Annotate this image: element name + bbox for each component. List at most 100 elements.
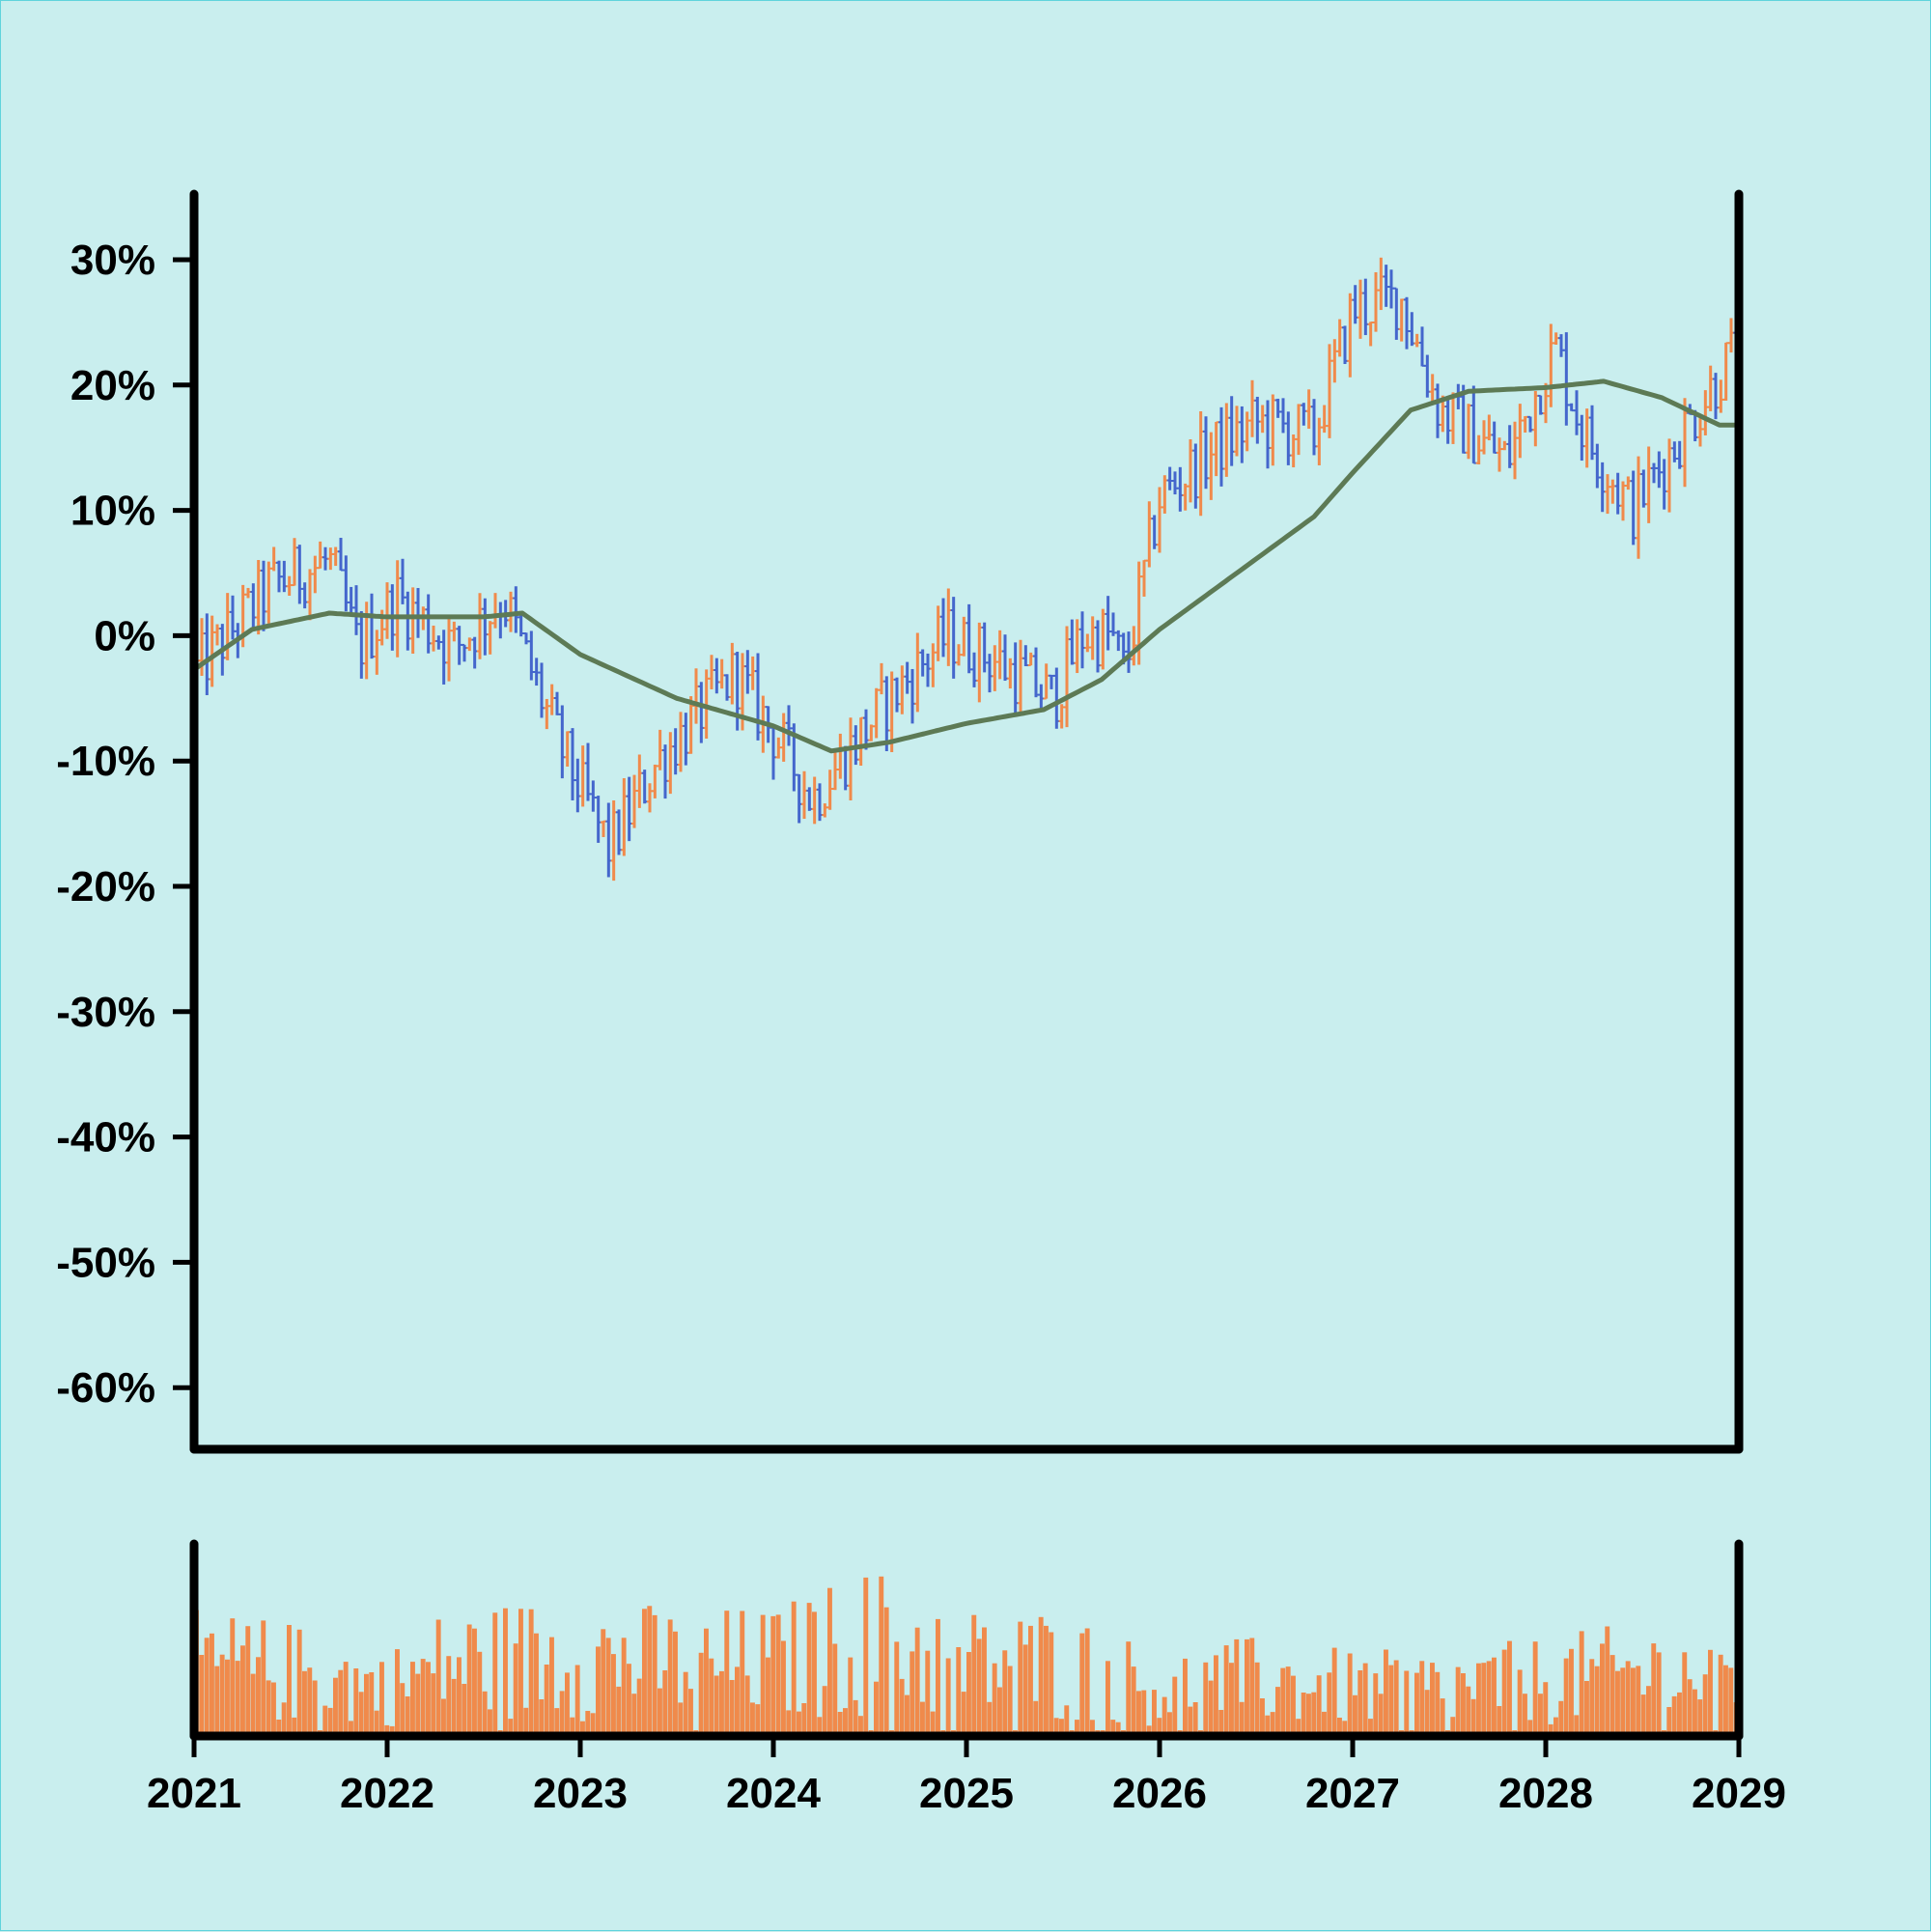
ohlc-bar bbox=[1517, 404, 1524, 459]
ohlc-bar bbox=[940, 598, 946, 658]
volume-bar bbox=[596, 1646, 601, 1736]
volume-bar bbox=[492, 1612, 498, 1736]
ohlc-bar bbox=[1166, 466, 1173, 490]
volume-bar bbox=[199, 1655, 205, 1736]
ohlc-bar bbox=[1393, 287, 1400, 340]
ohlc-bar bbox=[1254, 396, 1261, 444]
volume-bar bbox=[616, 1686, 622, 1736]
volume-bar bbox=[1594, 1666, 1600, 1736]
volume-bar bbox=[1373, 1673, 1379, 1736]
volume-bar bbox=[662, 1670, 668, 1736]
ohlc-bar bbox=[1027, 652, 1034, 667]
x-tick-label: 2022 bbox=[340, 1770, 434, 1817]
ohlc-bar bbox=[1398, 298, 1405, 342]
volume-bar bbox=[642, 1609, 647, 1736]
volume-bar bbox=[1131, 1666, 1136, 1736]
ohlc-bar bbox=[1327, 344, 1332, 438]
volume-bar bbox=[627, 1664, 631, 1736]
ohlc-bar bbox=[1497, 437, 1502, 472]
ohlc-bar bbox=[749, 656, 756, 690]
ohlc-bar bbox=[899, 665, 906, 714]
ohlc-bar bbox=[307, 569, 313, 621]
ohlc-bar bbox=[245, 587, 251, 599]
ohlc-bar bbox=[945, 588, 952, 666]
ohlc-bar bbox=[1105, 596, 1111, 651]
ohlc-bar bbox=[626, 776, 632, 842]
volume-bar bbox=[936, 1618, 940, 1736]
ohlc-bar bbox=[1419, 326, 1425, 367]
ohlc-bar bbox=[1007, 658, 1014, 689]
ohlc-bar bbox=[1151, 515, 1158, 549]
volume-bar bbox=[1569, 1648, 1574, 1736]
volume-bar bbox=[1192, 1702, 1198, 1736]
ohlc-bar bbox=[497, 602, 504, 639]
ohlc-bar bbox=[1095, 620, 1101, 673]
ohlc-bar bbox=[209, 615, 215, 687]
ohlc-bar bbox=[966, 603, 972, 674]
volume-bar bbox=[987, 1701, 993, 1736]
volume-bar bbox=[513, 1643, 518, 1736]
volume-bar bbox=[658, 1688, 662, 1736]
volume-bar bbox=[240, 1645, 245, 1736]
ohlc-bar bbox=[1558, 334, 1564, 357]
ohlc-bar bbox=[513, 586, 519, 633]
volume-bar bbox=[1553, 1717, 1558, 1736]
ohlc-bar bbox=[435, 635, 442, 650]
volume-bar bbox=[343, 1662, 349, 1736]
volume-bar bbox=[729, 1680, 735, 1736]
ohlc-bar bbox=[1671, 441, 1678, 462]
ohlc-bar bbox=[281, 560, 288, 593]
ohlc-bar bbox=[894, 677, 900, 713]
volume-bar bbox=[1687, 1679, 1693, 1736]
volume-bar bbox=[225, 1659, 230, 1736]
ohlc-bar bbox=[482, 598, 489, 656]
ohlc-bar bbox=[348, 586, 354, 615]
ohlc-bar bbox=[873, 687, 880, 739]
volume-bar bbox=[636, 1678, 642, 1736]
ohlc-bar bbox=[1609, 479, 1616, 504]
volume-bar bbox=[559, 1691, 565, 1736]
ohlc-bar bbox=[1089, 616, 1096, 660]
volume-bar bbox=[1517, 1669, 1523, 1736]
volume-bar bbox=[883, 1607, 889, 1736]
volume-bar bbox=[358, 1692, 364, 1736]
volume-bar bbox=[1430, 1663, 1435, 1736]
ohlc-bar bbox=[672, 728, 679, 775]
volume-bar bbox=[1461, 1673, 1466, 1736]
ohlc-bar bbox=[1378, 257, 1385, 311]
volume-bar bbox=[1059, 1719, 1064, 1736]
ohlc-bar bbox=[548, 684, 555, 715]
volume-bar bbox=[1656, 1652, 1662, 1736]
y-tick-label: 30% bbox=[70, 237, 155, 284]
volume-bar bbox=[1615, 1670, 1620, 1736]
ohlc-bar bbox=[1450, 392, 1456, 444]
volume-bar bbox=[364, 1673, 369, 1736]
ohlc-bar bbox=[301, 582, 308, 609]
ohlc-bar bbox=[1146, 501, 1153, 568]
x-tick-label: 2027 bbox=[1305, 1770, 1400, 1817]
volume-bar bbox=[245, 1626, 251, 1736]
x-tick-label: 2021 bbox=[147, 1770, 241, 1817]
volume-bar bbox=[1044, 1625, 1049, 1736]
x-axis-ticks: 2021 2022 2023 2024 2025 2026 2027 2028 2029 bbox=[147, 1736, 1786, 1817]
ohlc-bar bbox=[477, 593, 483, 659]
ohlc-bar bbox=[462, 643, 467, 662]
ohlc-bar bbox=[976, 622, 983, 703]
volume-bar bbox=[770, 1615, 776, 1736]
volume-bar bbox=[827, 1587, 832, 1736]
x-tick-label: 2028 bbox=[1498, 1770, 1593, 1817]
ohlc-bar bbox=[1228, 396, 1235, 466]
ohlc-bar bbox=[662, 744, 668, 799]
ohlc-bar bbox=[338, 537, 344, 572]
volume-bar bbox=[1090, 1720, 1095, 1736]
ohlc-bar bbox=[1651, 462, 1657, 484]
volume-bar bbox=[744, 1675, 750, 1736]
volume-bar bbox=[1497, 1706, 1502, 1736]
volume-bar bbox=[1414, 1672, 1419, 1736]
volume-bar bbox=[1507, 1640, 1512, 1736]
ohlc-bar bbox=[327, 547, 334, 571]
ohlc-bar bbox=[1640, 469, 1647, 508]
volume-bar bbox=[322, 1705, 328, 1736]
volume-bar bbox=[389, 1725, 395, 1736]
